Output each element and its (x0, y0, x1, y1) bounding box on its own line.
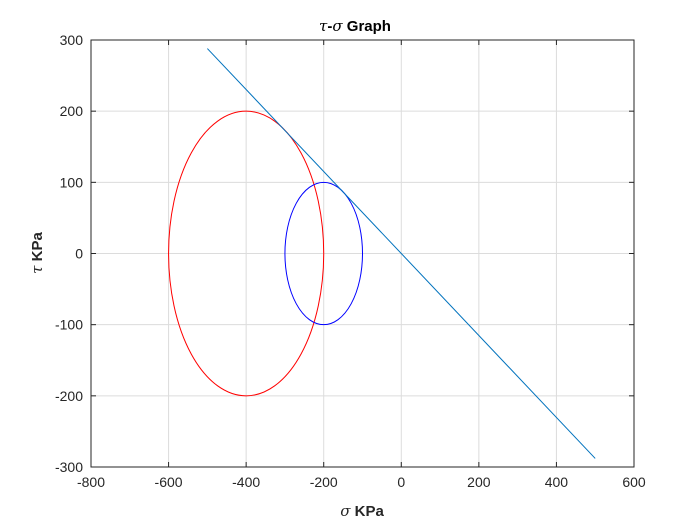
y-tick-label: 200 (60, 103, 84, 119)
x-tick-label: 600 (622, 474, 646, 490)
y-axis-label: τ KPa (28, 232, 46, 274)
y-tick-label: 0 (75, 246, 83, 262)
x-axis-label: σ KPa (340, 502, 384, 520)
mohr-circle-1 (168, 110, 325, 397)
x-tick-label: 200 (467, 474, 491, 490)
x-tick-label: -600 (155, 474, 183, 490)
y-tick-label: 300 (60, 32, 84, 48)
axes-frame (90, 39, 635, 468)
x-tick-label: 400 (545, 474, 569, 490)
y-tick-label: -300 (55, 459, 83, 475)
x-tick-label: 0 (397, 474, 405, 490)
x-tick-label: -200 (310, 474, 338, 490)
y-tick-label: 100 (60, 174, 84, 190)
y-tick-label: -100 (55, 317, 83, 333)
chart-title: τ-σ Graph (319, 17, 391, 35)
failure-envelope-line (206, 48, 596, 459)
x-tick-label: -400 (232, 474, 260, 490)
y-tick-label: -200 (55, 388, 83, 404)
x-tick-label: -800 (77, 474, 105, 490)
y-tick-labels: -300 -200 -100 0 100 200 300 (55, 32, 83, 475)
series-group (168, 48, 596, 459)
x-tick-labels: -800 -600 -400 -200 0 200 400 600 (77, 474, 646, 490)
mohr-circle-2 (284, 181, 364, 326)
